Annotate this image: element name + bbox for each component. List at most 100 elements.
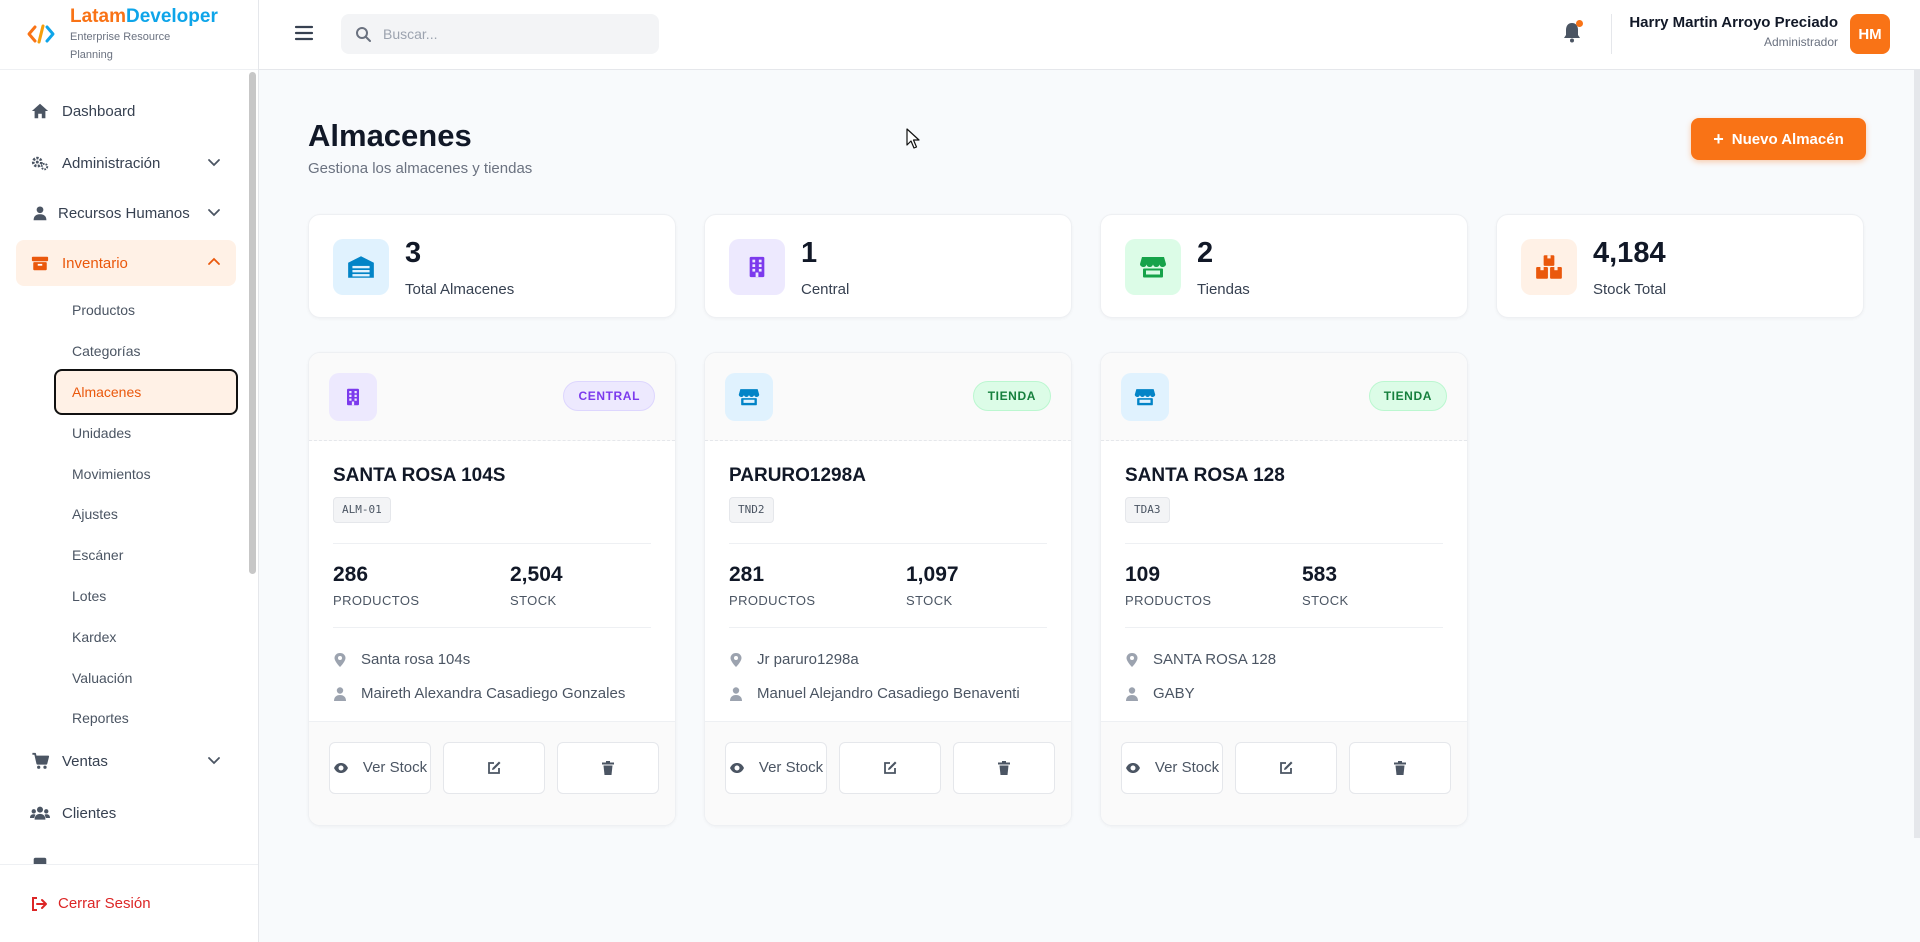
brand-name: LatamDeveloper	[70, 6, 218, 27]
chevron-down-icon[interactable]	[206, 154, 222, 170]
type-badge: TIENDA	[1368, 381, 1447, 411]
card-header: CENTRAL	[309, 353, 675, 441]
gears-icon	[30, 153, 50, 173]
eye-icon	[1125, 763, 1140, 773]
sidebar-item-inventario[interactable]: Inventario	[16, 240, 236, 286]
subitem-unidades[interactable]: Unidades	[72, 425, 132, 441]
avatar[interactable]: HM	[1850, 14, 1890, 54]
stat-card-total: 3 Total Almacenes	[308, 214, 676, 318]
subitem-ajustes[interactable]: Ajustes	[72, 506, 118, 522]
user-info[interactable]: Harry Martin Arroyo Preciado Administrad…	[1629, 14, 1838, 49]
divider	[729, 543, 1047, 544]
sidebar-item-clientes[interactable]: Clientes	[16, 790, 236, 836]
divider	[333, 627, 651, 628]
sidebar-item-dashboard[interactable]: Dashboard	[16, 88, 236, 134]
sidebar-nav: Dashboard Administración Recursos Humano…	[0, 70, 258, 864]
file-icon	[30, 855, 50, 864]
notifications-button[interactable]	[1561, 20, 1583, 44]
building-icon	[729, 239, 785, 295]
chevron-up-icon[interactable]	[206, 254, 222, 270]
products-value: 109	[1125, 563, 1161, 586]
stock-metric: 583 STOCK	[1302, 563, 1349, 608]
eye-icon	[333, 763, 348, 773]
stat-card-stock: 4,184 Stock Total	[1496, 214, 1864, 318]
logout-button[interactable]: Cerrar Sesión	[0, 864, 258, 942]
subitem-escaner[interactable]: Escáner	[72, 547, 124, 563]
stat-value: 2	[1197, 237, 1214, 269]
subitem-reportes[interactable]: Reportes	[72, 710, 129, 726]
new-warehouse-button[interactable]: + Nuevo Almacén	[1691, 118, 1866, 160]
view-stock-button[interactable]: Ver Stock	[725, 742, 827, 794]
building-icon	[329, 373, 377, 421]
card-actions: Ver Stock	[309, 721, 675, 825]
edit-button[interactable]	[1235, 742, 1337, 794]
user-icon	[730, 686, 742, 701]
search-icon	[356, 27, 371, 42]
products-label: PRODUCTOS	[333, 593, 420, 608]
stock-label: STOCK	[510, 593, 557, 608]
warehouse-card: CENTRAL SANTA ROSA 104S ALM-01 286 PRODU…	[308, 352, 676, 826]
edit-icon	[1280, 761, 1293, 774]
view-stock-button[interactable]: Ver Stock	[1121, 742, 1223, 794]
manager-text: Maireth Alexandra Casadiego Gonzales	[361, 685, 626, 702]
delete-button[interactable]	[953, 742, 1055, 794]
page-scrollbar[interactable]	[1914, 70, 1920, 838]
divider	[333, 543, 651, 544]
manager-text: GABY	[1153, 685, 1195, 702]
stat-value: 1	[801, 237, 818, 269]
warehouse-name: PARURO1298A	[729, 465, 866, 486]
delete-button[interactable]	[557, 742, 659, 794]
sidebar-item-partial[interactable]	[16, 842, 236, 864]
delete-button[interactable]	[1349, 742, 1451, 794]
user-icon	[334, 686, 346, 701]
manager-row: GABY	[1125, 685, 1195, 702]
stock-metric: 1,097 STOCK	[906, 563, 959, 608]
chevron-down-icon[interactable]	[206, 752, 222, 768]
sidebar-scrollbar[interactable]	[249, 72, 256, 574]
manager-text: Manuel Alejandro Casadiego Benaventi	[757, 685, 1020, 702]
edit-button[interactable]	[443, 742, 545, 794]
products-metric: 109 PRODUCTOS	[1125, 563, 1211, 608]
address-text: Jr paruro1298a	[757, 651, 859, 668]
subitem-categorias[interactable]: Categorías	[72, 343, 141, 359]
subitem-valuacion[interactable]: Valuación	[72, 670, 133, 686]
search-input[interactable]	[383, 26, 643, 42]
subitem-almacenes[interactable]: Almacenes	[54, 369, 238, 415]
trash-icon	[1394, 761, 1406, 775]
warehouse-code: TND2	[729, 497, 774, 523]
map-pin-icon	[1126, 652, 1138, 667]
brand[interactable]: LatamDeveloper Enterprise Resource Plann…	[0, 0, 258, 70]
type-badge: TIENDA	[972, 381, 1051, 411]
edit-button[interactable]	[839, 742, 941, 794]
edit-icon	[884, 761, 897, 774]
store-icon	[1121, 373, 1169, 421]
products-value: 281	[729, 563, 765, 586]
subitem-lotes[interactable]: Lotes	[72, 588, 107, 604]
sidebar-item-administracion[interactable]: Administración	[16, 140, 236, 186]
eye-icon	[729, 763, 744, 773]
subitem-kardex[interactable]: Kardex	[72, 629, 117, 645]
hamburger-menu-icon[interactable]	[293, 22, 315, 44]
sidebar-item-recursos-humanos[interactable]: Recursos Humanos	[16, 190, 236, 236]
warehouse-code: ALM-01	[333, 497, 391, 523]
card-header: TIENDA	[705, 353, 1071, 441]
map-pin-icon	[334, 652, 346, 667]
trash-icon	[998, 761, 1010, 775]
user-name: Harry Martin Arroyo Preciado	[1629, 14, 1838, 31]
subitem-movimientos[interactable]: Movimientos	[72, 466, 151, 482]
chevron-down-icon[interactable]	[206, 204, 222, 220]
address-text: SANTA ROSA 128	[1153, 651, 1277, 668]
stat-label: Total Almacenes	[405, 281, 515, 298]
manager-row: Manuel Alejandro Casadiego Benaventi	[729, 685, 1020, 702]
notification-dot	[1576, 20, 1583, 27]
subitem-productos[interactable]: Productos	[72, 302, 136, 318]
warehouse-name: SANTA ROSA 128	[1125, 465, 1285, 486]
products-label: PRODUCTOS	[729, 593, 816, 608]
plus-icon: +	[1713, 128, 1724, 149]
view-stock-button[interactable]: Ver Stock	[329, 742, 431, 794]
stat-card-tiendas: 2 Tiendas	[1100, 214, 1468, 318]
map-pin-icon	[730, 652, 742, 667]
users-icon	[30, 803, 50, 823]
warehouse-icon	[333, 239, 389, 295]
sidebar-item-ventas[interactable]: Ventas	[16, 738, 236, 784]
